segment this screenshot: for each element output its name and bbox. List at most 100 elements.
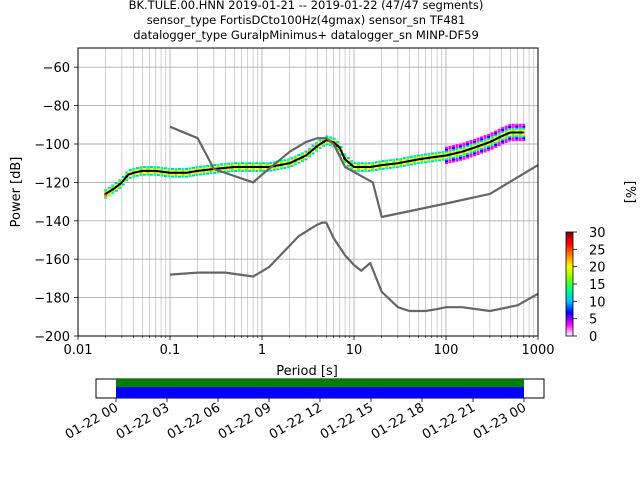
density-cell [420,154,424,157]
density-cell [128,174,132,177]
density-cell [128,169,132,172]
density-cell [490,141,494,144]
density-cell [223,163,227,166]
density-cell [455,146,459,149]
density-cell [522,127,526,130]
density-cell [174,167,178,170]
density-cell [283,159,287,162]
density-cell [237,169,241,172]
timeline-tick-label: 01-22 09 [216,400,274,442]
density-cell [448,155,452,158]
density-cell [234,167,238,170]
density-cell [494,134,498,137]
density-cell [364,167,368,170]
density-cell [518,135,522,138]
density-cell [128,170,132,173]
density-cell [423,153,427,156]
density-cell [416,160,420,163]
density-cell [199,165,203,168]
density-cell [199,173,203,176]
density-cell [508,124,512,127]
density-cell [160,166,164,169]
density-cell [209,172,213,175]
timeline-tick-label: 01-22 21 [420,400,478,442]
density-cell [490,136,494,139]
density-cell [216,165,220,168]
density-cell [350,165,354,168]
density-cell [399,159,403,162]
density-cell [494,136,498,139]
x-tick-label: 1000 [521,343,554,358]
high-noise-model-line [169,125,539,219]
density-cell [497,144,501,147]
density-cell [163,167,167,170]
density-cell [473,152,477,155]
density-cell [434,157,438,160]
density-cell [314,141,318,144]
density-cell [381,167,385,170]
density-cell [480,145,484,148]
density-cell [374,168,378,171]
density-cell [339,153,343,156]
density-cell [374,163,378,166]
colorbar-label: [%] [622,181,637,204]
density-cell [170,175,174,178]
density-cell [490,143,494,146]
density-cell [170,169,174,172]
density-cell [476,141,480,144]
title-line-3: datalogger_type GuralpMinimus+ datalogge… [133,28,479,42]
density-cell [290,159,294,162]
density-cell [104,191,108,193]
density-cell [279,167,283,170]
density-cell [163,169,167,172]
timeline-coverage-bar [116,379,524,387]
density-cell [406,162,410,165]
density-cell [434,152,438,155]
density-cell [322,142,326,145]
density-cell [522,135,526,138]
density-cell [107,188,111,191]
density-cell [437,151,441,154]
density-cell [290,163,294,166]
density-cell [466,154,470,157]
density-cell [262,169,266,172]
density-cell [290,165,294,168]
density-cell [378,162,382,165]
density-cell [444,160,448,163]
density-cell [206,164,210,167]
density-cell [494,142,498,145]
density-cell [121,183,125,186]
density-cell [494,140,498,143]
density-cell [388,166,392,169]
density-cell [518,127,522,130]
density-cell [459,156,463,159]
density-cell [388,161,392,164]
density-cell [286,160,290,163]
series-lines [105,125,539,313]
density-cell [262,167,266,170]
density-cell [132,175,136,178]
density-cell [300,152,304,155]
density-cell [251,164,255,167]
chart-title: BK.TULE.00.HNN 2019-01-21 -- 2019-01-22 … [129,0,484,42]
density-cell [322,144,326,147]
density-cell [518,129,522,132]
mode-line [105,131,524,195]
density-cell [192,172,196,175]
colorbar-tick-label: 20 [589,261,606,276]
density-cell [293,157,297,160]
density-cell [508,127,512,130]
density-cell [480,151,484,154]
density-cell [395,158,399,161]
density-cell [286,158,290,161]
density-cell [223,168,227,171]
density-cell [459,154,463,157]
density-cell [276,162,280,165]
density-cell [364,169,368,172]
y-tick-label: −180 [34,292,70,307]
density-cell [416,162,420,165]
density-cell [283,166,287,169]
density-cell [174,173,178,176]
density-cell [283,161,287,164]
density-cell [430,154,434,157]
